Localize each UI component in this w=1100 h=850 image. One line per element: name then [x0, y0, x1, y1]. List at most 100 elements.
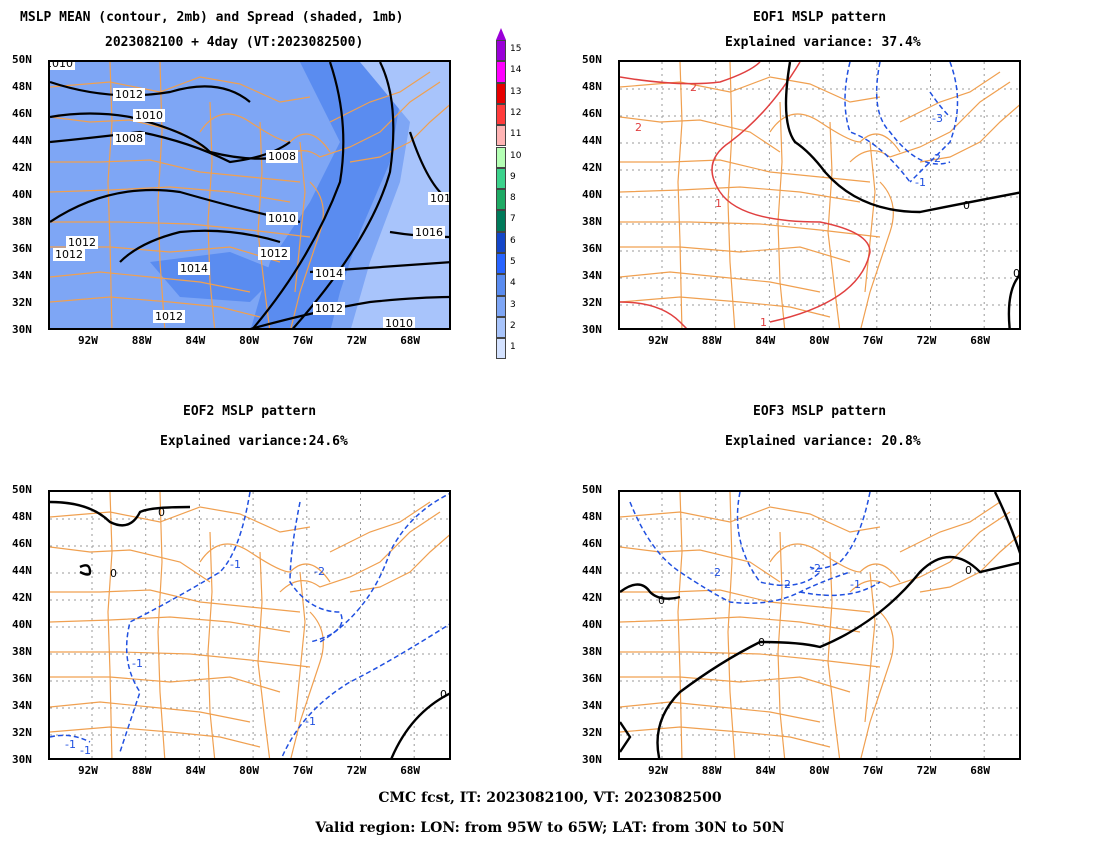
colorbar-label: 14 — [510, 65, 522, 76]
lat-tick-label: 46N — [12, 537, 32, 550]
contour-line — [784, 62, 1019, 214]
lon-tick-label: 88W — [701, 334, 722, 347]
lon-tick-label: 84W — [755, 334, 776, 347]
lat-tick-label: 46N — [582, 537, 602, 550]
contour-label: -1 — [915, 176, 926, 189]
contour-label: -1 — [230, 558, 241, 571]
contour-label: 1014 — [180, 262, 208, 275]
contour-label: -1 — [65, 738, 76, 751]
lat-tick-label: 38N — [582, 645, 602, 658]
lat-tick-label: 44N — [582, 564, 602, 577]
lat-tick-label: 46N — [582, 107, 602, 120]
contour-label: 0 — [158, 506, 165, 519]
footer-run-info: CMC fcst, IT: 2023082100, VT: 2023082500 — [378, 790, 722, 806]
lon-tick-label: 76W — [862, 764, 883, 777]
lon-tick-label: 80W — [239, 334, 259, 347]
contour-line — [119, 229, 281, 263]
lon-tick-label: 80W — [809, 334, 829, 347]
contour-line — [319, 493, 449, 643]
lon-tick-label: 84W — [185, 334, 206, 347]
contour-label: 1010 — [385, 317, 413, 330]
colorbar-label: 7 — [510, 214, 516, 225]
contour-line — [280, 623, 449, 758]
lat-lon-grid — [50, 492, 449, 758]
contour-label: 1010 — [50, 62, 73, 70]
contour-label: 1010 — [430, 192, 451, 205]
contour-label: -2 — [710, 566, 721, 579]
lon-tick-label: 68W — [970, 764, 991, 777]
panel1-subtitle: 2023082100 + 4day (VT:2023082500) — [105, 35, 364, 50]
lat-tick-label: 42N — [582, 161, 602, 174]
contour-label: 1016 — [415, 226, 443, 239]
lat-tick-label: 38N — [12, 645, 32, 658]
lat-tick-label: 50N — [582, 53, 602, 66]
contour-label: 0 — [758, 636, 765, 649]
colorbar-swatch — [496, 316, 506, 339]
colorbar-arrow-top — [496, 28, 506, 40]
panel4-subtitle: Explained variance: 20.8% — [725, 434, 921, 449]
colorbar-label: 11 — [510, 129, 522, 140]
contour-line — [79, 564, 92, 576]
contour-label: -1 — [80, 744, 91, 757]
contour-label: 1008 — [268, 150, 296, 163]
colorbar-label: 1 — [510, 342, 516, 353]
lon-tick-label: 72W — [346, 764, 367, 777]
lat-tick-label: 48N — [582, 80, 602, 93]
contour-label: 2 — [635, 121, 642, 134]
contour-label: 1 — [760, 316, 767, 329]
contour-label: 1012 — [115, 88, 143, 101]
colorbar-swatch — [496, 231, 506, 253]
contour-label: -3 — [932, 112, 943, 125]
colorbar-swatch — [496, 295, 506, 317]
contour-line — [719, 191, 871, 323]
lat-tick-label: 42N — [12, 161, 32, 174]
contour-label: 1008 — [115, 132, 143, 145]
colorbar-swatch — [496, 82, 506, 104]
panel2-title: EOF1 MSLP pattern — [753, 10, 887, 25]
lat-tick-label: 40N — [12, 188, 32, 201]
colorbar-label: 8 — [510, 193, 516, 204]
contour-line — [250, 295, 449, 328]
colorbar-swatch — [496, 40, 506, 62]
contour-line — [844, 62, 911, 183]
colorbar-label: 6 — [510, 235, 516, 246]
colorbar-swatch — [496, 189, 506, 211]
contour-label: 1012 — [68, 236, 96, 249]
lat-tick-label: 42N — [582, 591, 602, 604]
lat-tick-label: 40N — [12, 618, 32, 631]
map-panel-eof2: 0 0 -1 -2 -1 -1 -1 -1 0 — [48, 490, 451, 760]
lat-tick-label: 36N — [582, 672, 602, 685]
panel1-title: MSLP MEAN (contour, 2mb) and Spread (sha… — [20, 10, 404, 25]
lat-tick-label: 34N — [582, 699, 602, 712]
contour-line — [1007, 274, 1019, 328]
lon-tick-label: 92W — [78, 334, 98, 347]
contour-label: -2 — [930, 152, 941, 165]
lat-tick-label: 34N — [12, 699, 32, 712]
contour-line — [736, 492, 821, 587]
contour-line — [656, 492, 1019, 758]
lat-tick-label: 30N — [12, 753, 32, 766]
lat-tick-label: 32N — [582, 726, 602, 739]
colorbar-label: 3 — [510, 299, 516, 310]
lon-tick-label: 80W — [809, 764, 829, 777]
lon-tick-label: 92W — [648, 334, 668, 347]
contour-label: -2 — [780, 578, 791, 591]
contour-label: 1 — [715, 197, 722, 210]
lon-tick-label: 92W — [78, 764, 98, 777]
contour-line — [292, 62, 395, 328]
colorbar-swatch — [496, 167, 506, 190]
state-boundaries — [620, 492, 1019, 758]
lat-tick-label: 46N — [12, 107, 32, 120]
lat-tick-label: 34N — [582, 269, 602, 282]
contour-label: 1014 — [315, 267, 343, 280]
colorbar-label: 15 — [510, 44, 522, 54]
lat-tick-label: 44N — [582, 134, 602, 147]
colorbar-swatch — [496, 274, 506, 296]
panel4-title: EOF3 MSLP pattern — [753, 404, 887, 419]
contour-line — [50, 130, 291, 164]
contour-label: 0 — [440, 688, 447, 701]
lat-tick-label: 32N — [12, 296, 32, 309]
lat-tick-label: 38N — [582, 215, 602, 228]
contour-label: -1 — [305, 715, 316, 728]
contour-line — [711, 62, 801, 193]
